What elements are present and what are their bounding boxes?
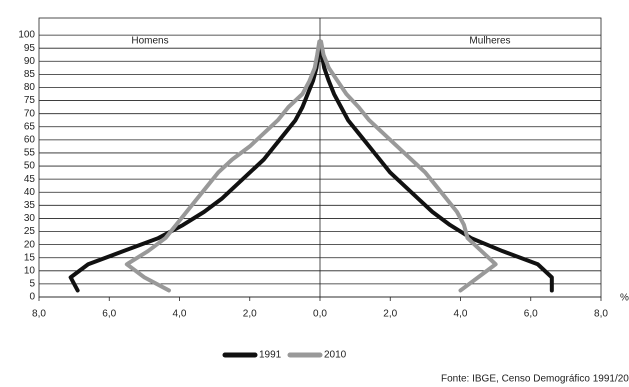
y-tick-label: 55 xyxy=(24,148,36,159)
y-tick-label: 35 xyxy=(24,200,36,211)
x-tick-label: 0,0 xyxy=(313,309,327,320)
y-tick-label: 100 xyxy=(18,30,35,41)
y-tick-label: 75 xyxy=(24,95,36,106)
y-tick-label: 30 xyxy=(24,213,36,224)
y-tick-label: 70 xyxy=(24,108,36,119)
x-tick-label: 6,0 xyxy=(102,309,116,320)
y-tick-label: 80 xyxy=(24,82,36,93)
x-tick-label: 8,0 xyxy=(594,309,608,320)
y-tick-label: 5 xyxy=(29,279,35,290)
y-tick-label: 85 xyxy=(24,69,36,80)
series-line xyxy=(68,39,322,293)
y-tick-label: 50 xyxy=(24,161,36,172)
legend-label: 1991 xyxy=(259,350,282,361)
x-unit: % xyxy=(620,293,629,304)
legend-label: 2010 xyxy=(324,350,347,361)
y-tick-label: 90 xyxy=(24,56,36,67)
y-tick-label: 95 xyxy=(24,43,36,54)
x-tick-label: 4,0 xyxy=(454,309,468,320)
y-tick-label: 20 xyxy=(24,239,36,250)
source: Fonte: IBGE, Censo Demográfico 1991/2010 xyxy=(441,374,629,385)
x-tick-label: 6,0 xyxy=(524,309,538,320)
x-tick-label: 8,0 xyxy=(32,309,46,320)
y-tick-label: 10 xyxy=(24,265,36,276)
y-tick-label: 60 xyxy=(24,134,36,145)
y-tick-label: 40 xyxy=(24,187,36,198)
y-tick-label: 15 xyxy=(24,252,36,263)
y-tick-label: 0 xyxy=(29,292,35,303)
y-tick-label: 45 xyxy=(24,174,36,185)
left-label: Homens xyxy=(131,36,168,47)
y-tick-label: 25 xyxy=(24,226,36,237)
right-label: Mulheres xyxy=(469,36,510,47)
x-tick-label: 2,0 xyxy=(383,309,397,320)
series-line xyxy=(318,39,554,293)
x-tick-label: 2,0 xyxy=(243,309,257,320)
x-tick-label: 4,0 xyxy=(173,309,187,320)
y-tick-label: 65 xyxy=(24,121,36,132)
series-line xyxy=(319,39,498,293)
series-line xyxy=(124,39,322,293)
